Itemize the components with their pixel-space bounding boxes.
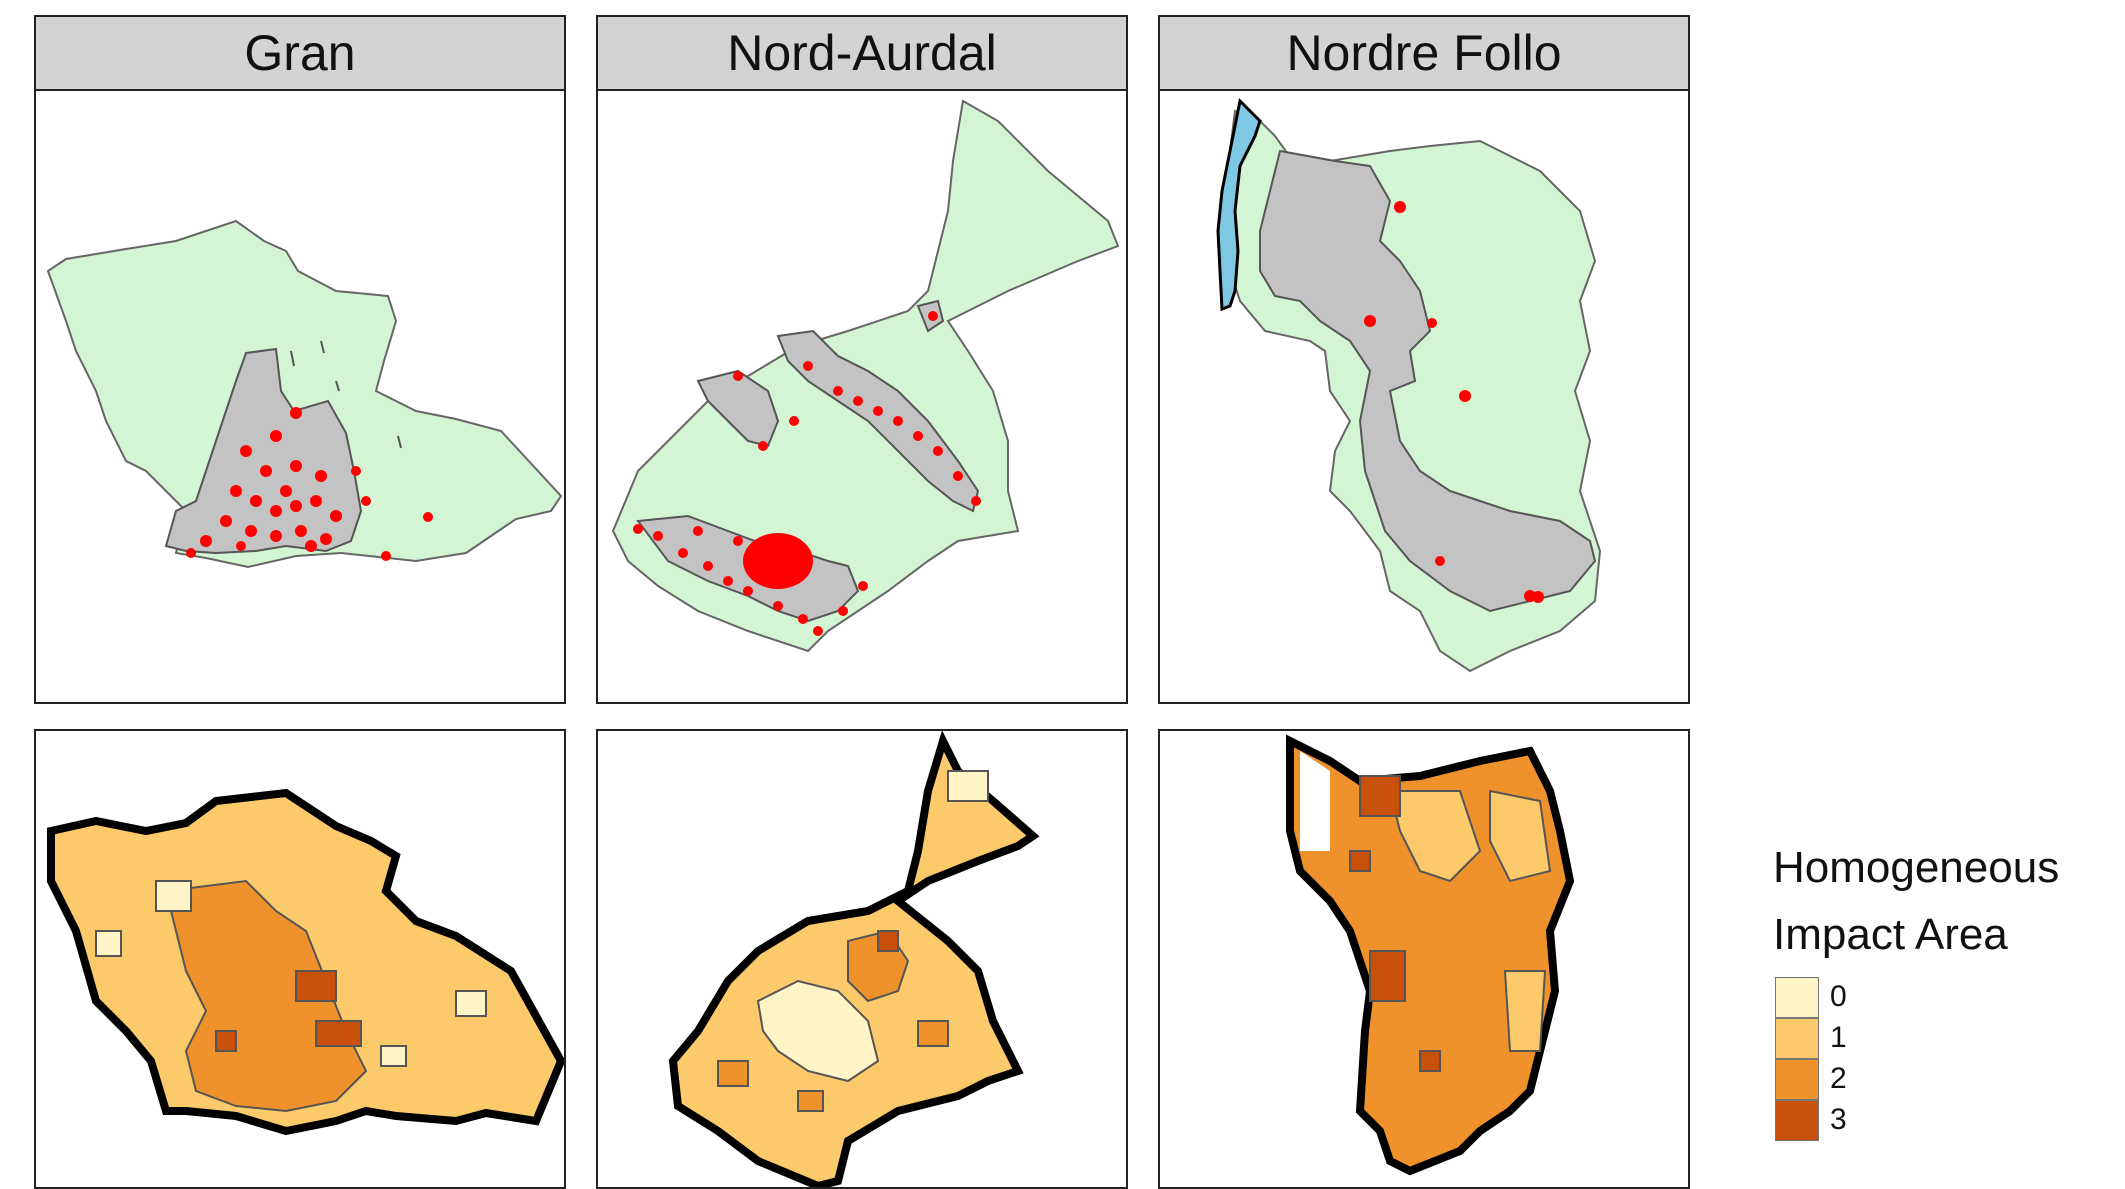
facet-title: Gran: [244, 25, 356, 81]
facet-strip-nord-aurdal: Nord-Aurdal: [596, 15, 1128, 91]
facet-strip-gran: Gran: [34, 15, 566, 91]
event-points: [1364, 201, 1544, 603]
legend-key-0: [1775, 977, 1819, 1018]
hia-panel-nordre-follo: [1158, 729, 1690, 1189]
facet-strip-nordre-follo: Nordre Follo: [1158, 15, 1690, 91]
map-panel-nordre-follo-top: [1158, 89, 1690, 704]
map-panel-nord-aurdal-top: [596, 89, 1128, 704]
map-panel-gran-top: [34, 89, 566, 704]
legend-title-line2: Impact Area: [1773, 910, 2008, 959]
built-area-valley: [776, 329, 980, 513]
hia-panel-nord-aurdal: [596, 729, 1128, 1189]
legend-title-line1: Homogeneous: [1773, 843, 2060, 892]
legend-label-0: 0: [1830, 980, 1847, 1013]
legend-label-2: 2: [1830, 1062, 1847, 1095]
hia-map-nord-aurdal: [668, 731, 1040, 1187]
legend-key-3: [1775, 1100, 1819, 1141]
legend-key-1: [1775, 1018, 1819, 1059]
facet-title: Nord-Aurdal: [727, 25, 997, 81]
water-body: [1216, 97, 1262, 312]
hia-panel-gran: [34, 729, 566, 1189]
legend-label-1: 1: [1830, 1021, 1847, 1054]
built-area: [1259, 149, 1597, 613]
map-gran-landuse: [46, 219, 563, 569]
event-points: [186, 407, 433, 561]
map-nordre-follo-landuse: [1216, 97, 1602, 673]
map-nord-aurdal-landuse: [611, 99, 1120, 653]
hia-map-nordre-follo: [1286, 734, 1575, 1176]
legend-key-2: [1775, 1059, 1819, 1100]
municipality-outline: [46, 219, 563, 569]
event-points: [633, 311, 981, 636]
facet-title: Nordre Follo: [1286, 25, 1562, 81]
legend-label-3: 3: [1830, 1103, 1847, 1136]
hia-map-gran: [47, 788, 564, 1136]
